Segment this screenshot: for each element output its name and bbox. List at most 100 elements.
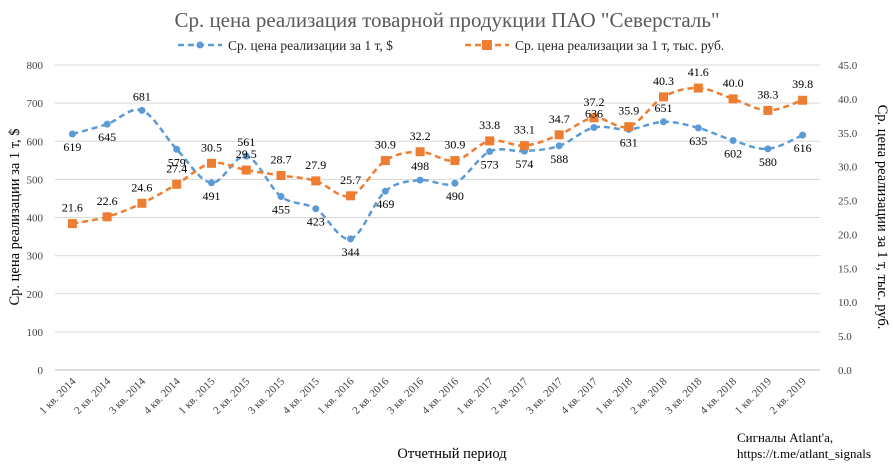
point-usd: [416, 176, 424, 184]
point-rub: [728, 94, 738, 104]
point-rub: [624, 122, 634, 132]
point-rub: [485, 136, 495, 146]
data-label-usd: 423: [307, 215, 325, 229]
y-left-tick-label: 100: [27, 327, 44, 339]
y-axis-right: 0.0 5.0 10.0 15.0 20.0 25.0 30.0 35.0 40.0 45.0: [838, 60, 858, 377]
point-usd: [486, 148, 494, 156]
y-right-tick-label: 0.0: [838, 365, 852, 377]
point-usd: [347, 235, 355, 243]
series-rub-line: [72, 86, 804, 225]
point-usd: [277, 193, 285, 201]
data-label-usd: 588: [550, 152, 568, 166]
data-labels-rub: 21.6 22.6 24.6 27.4 30.5 29.5 28.7 27.9 25.7 30.9…: [62, 65, 813, 215]
data-label-usd: 469: [376, 197, 394, 211]
y-left-tick-label: 400: [27, 213, 44, 225]
data-label-usd: 491: [202, 189, 220, 203]
y-right-tick-label: 35.0: [838, 128, 858, 140]
point-usd: [242, 152, 250, 160]
point-usd: [590, 124, 598, 132]
point-rub: [763, 105, 773, 115]
data-label-usd: 616: [794, 141, 812, 155]
legend-label-usd: Ср. цена реализации за 1 т, $: [228, 38, 393, 53]
legend-item-usd[interactable]: Ср. цена реализации за 1 т, $: [178, 38, 393, 53]
point-rub: [519, 141, 529, 151]
y-left-tick-label: 700: [27, 98, 44, 110]
point-rub: [589, 113, 599, 123]
point-rub: [450, 156, 460, 166]
data-label-rub: 35.9: [618, 104, 639, 118]
data-label-rub: 32.2: [410, 129, 431, 143]
data-label-rub: 30.9: [444, 138, 465, 152]
point-rub: [380, 156, 390, 166]
series-usd-line: [72, 108, 804, 241]
data-label-usd: 580: [759, 155, 777, 169]
data-label-rub: 33.1: [514, 123, 535, 137]
data-label-rub: 34.7: [549, 112, 570, 126]
y-right-tick-label: 45.0: [838, 60, 858, 72]
data-label-rub: 41.6: [688, 65, 709, 79]
point-usd: [729, 136, 737, 144]
data-label-usd: 498: [411, 159, 429, 173]
y-left-tick-label: 500: [27, 174, 44, 186]
point-usd: [764, 145, 772, 153]
point-usd: [138, 106, 146, 114]
data-label-rub: 24.6: [131, 180, 152, 194]
y-left-tick-label: 0: [38, 365, 44, 377]
data-label-rub: 30.5: [201, 140, 222, 154]
data-label-usd: 573: [481, 158, 499, 172]
point-rub: [206, 158, 216, 168]
point-rub: [659, 92, 669, 102]
y-left-tick-label: 200: [27, 289, 44, 301]
point-rub: [67, 219, 77, 229]
legend: Ср. цена реализации за 1 т, $ Ср. цена р…: [178, 38, 724, 53]
legend-item-rub[interactable]: Ср. цена реализации за 1 т, тыс. руб.: [465, 38, 724, 53]
point-rub: [415, 147, 425, 157]
data-label-rub: 33.8: [479, 118, 500, 132]
data-label-usd: 602: [724, 146, 742, 160]
data-label-usd: 579: [168, 155, 186, 169]
legend-marker-usd: [196, 41, 204, 49]
y-right-tick-label: 5.0: [838, 331, 852, 343]
data-label-usd: 344: [342, 245, 360, 259]
data-label-rub: 28.7: [271, 152, 292, 166]
y-right-tick-label: 15.0: [838, 263, 858, 275]
y-left-tick-label: 800: [27, 60, 44, 72]
point-usd: [173, 145, 181, 153]
point-usd: [451, 179, 459, 187]
data-label-rub: 22.6: [97, 194, 118, 208]
point-rub: [693, 83, 703, 93]
point-rub: [276, 170, 286, 180]
point-rub: [102, 212, 112, 222]
point-rub: [137, 198, 147, 208]
data-label-rub: 38.3: [757, 87, 778, 101]
y-right-tick-label: 40.0: [838, 94, 858, 106]
point-usd: [660, 118, 668, 126]
data-label-usd: 619: [63, 140, 81, 154]
data-label-usd: 561: [237, 135, 255, 149]
chart-title: Ср. цена реализация товарной продукции П…: [174, 8, 719, 32]
y-right-tick-label: 30.0: [838, 162, 858, 174]
point-usd: [68, 130, 76, 138]
y-left-tick-label: 300: [27, 251, 44, 263]
point-usd: [555, 142, 563, 150]
point-usd: [207, 179, 215, 187]
data-label-rub: 30.9: [375, 138, 396, 152]
legend-label-rub: Ср. цена реализации за 1 т, тыс. руб.: [515, 38, 724, 53]
y-left-tick-label: 600: [27, 136, 44, 148]
y-axis-left: 0 100 200 300 400 500 600 700 800: [27, 60, 44, 377]
point-usd: [312, 205, 320, 213]
y-right-tick-label: 10.0: [838, 297, 858, 309]
x-axis-title: Отчетный период: [397, 446, 507, 462]
data-label-rub: 21.6: [62, 201, 83, 215]
data-label-usd: 636: [585, 107, 603, 121]
data-label-rub: 25.7: [340, 173, 361, 187]
data-label-usd: 455: [272, 203, 290, 217]
series-rub: [67, 83, 808, 229]
y-right-tick-label: 20.0: [838, 229, 858, 241]
data-label-usd: 490: [446, 189, 464, 203]
point-rub: [172, 179, 182, 189]
point-usd: [694, 124, 702, 132]
point-rub: [798, 95, 808, 105]
data-label-usd: 635: [689, 134, 707, 148]
